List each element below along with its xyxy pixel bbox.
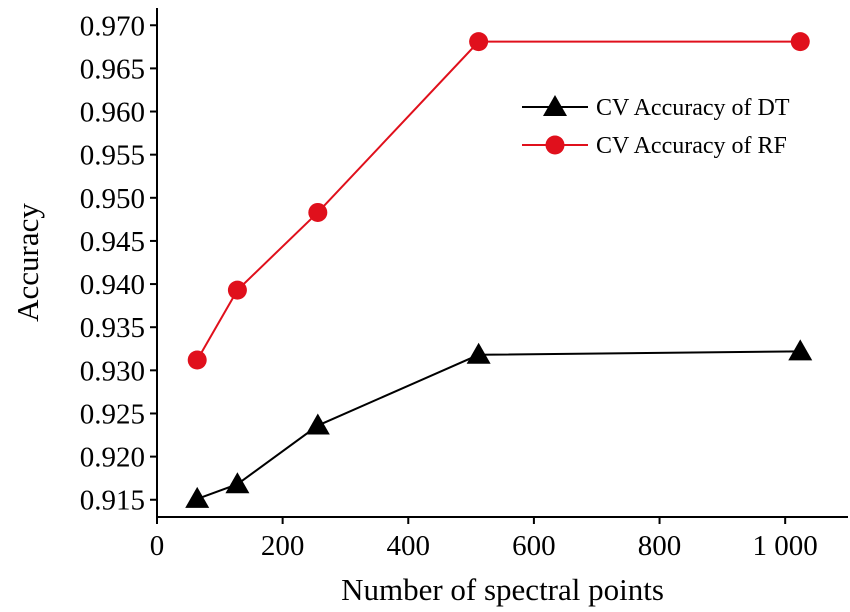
y-tick-label: 0.960 (80, 97, 145, 129)
y-axis-title: Accuracy (10, 203, 45, 322)
y-tick-label: 0.955 (80, 140, 145, 172)
legend-label: CV Accuracy of RF (596, 133, 787, 159)
y-tick-label: 0.965 (80, 53, 145, 85)
y-tick-label: 0.930 (80, 355, 145, 387)
legend-item: CV Accuracy of DT (522, 95, 790, 121)
y-tick-label: 0.945 (80, 226, 145, 258)
data-point (185, 486, 210, 508)
series-dt (185, 339, 813, 508)
data-point (225, 472, 250, 494)
y-tick-label: 0.940 (80, 269, 145, 301)
legend: CV Accuracy of DT CV Accuracy of RF (522, 95, 790, 159)
series-line (196, 350, 801, 500)
y-tick-label: 0.925 (80, 398, 145, 430)
data-point (227, 280, 247, 300)
data-point (305, 413, 330, 435)
data-point (788, 339, 813, 361)
data-point (469, 32, 489, 52)
x-tick-label: 200 (261, 530, 305, 562)
series-line (196, 40, 801, 361)
legend-label: CV Accuracy of DT (596, 95, 790, 121)
y-tick-label: 0.915 (80, 485, 145, 517)
data-point (308, 202, 328, 222)
y-tick-label: 0.920 (80, 442, 145, 474)
x-axis-title: Number of spectral points (341, 572, 664, 607)
legend-item: CV Accuracy of RF (522, 133, 787, 159)
y-tick-label: 0.935 (80, 312, 145, 344)
triangle-marker-icon (543, 95, 567, 116)
x-tick-label: 800 (638, 530, 682, 562)
x-tick-label: 0 (150, 530, 165, 562)
axes: 0.915 0.920 0.925 0.930 0.935 0.940 0.945 0.950… (80, 8, 848, 562)
y-tick-label: 0.950 (80, 183, 145, 215)
data-point (187, 350, 207, 370)
y-tick-label: 0.970 (80, 10, 145, 42)
series-rf (187, 32, 810, 370)
series-layer (185, 32, 813, 508)
x-tick-label: 1 000 (753, 530, 818, 562)
x-tick-label: 600 (512, 530, 556, 562)
x-tick-label: 400 (387, 530, 431, 562)
data-point (466, 342, 491, 364)
circle-marker-icon (545, 135, 565, 155)
data-point (790, 32, 810, 52)
